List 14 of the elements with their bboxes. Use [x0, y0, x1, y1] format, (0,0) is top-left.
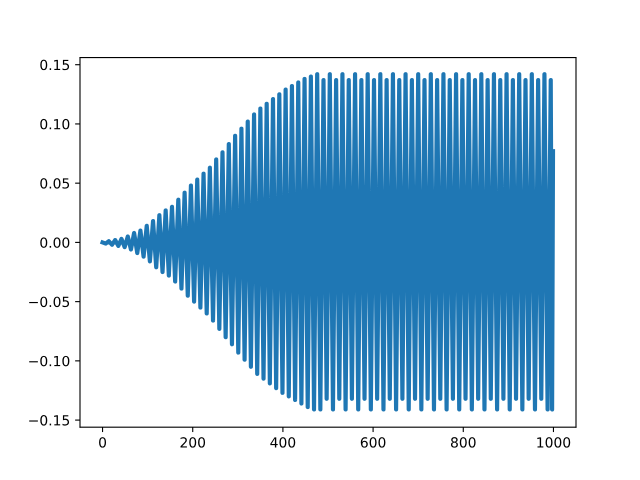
- x-tick-label: 400: [270, 437, 296, 448]
- y-tick-label: 0.10: [40, 118, 70, 130]
- x-tick-label: 600: [360, 437, 386, 448]
- y-tick-label: −0.15: [29, 415, 70, 426]
- x-tick-label: 1000: [537, 437, 570, 448]
- y-tick-label: 0.00: [40, 237, 70, 248]
- y-tick-label: 0.05: [40, 178, 70, 189]
- x-tick-label: 800: [450, 437, 476, 448]
- y-tick-label: −0.10: [29, 356, 70, 366]
- x-tick-label: 0: [99, 437, 106, 448]
- x-tick-label: 200: [180, 437, 206, 448]
- line-series: [100, 72, 556, 412]
- y-tick-label: 0.15: [40, 60, 70, 70]
- y-tick-label: −0.05: [29, 296, 70, 308]
